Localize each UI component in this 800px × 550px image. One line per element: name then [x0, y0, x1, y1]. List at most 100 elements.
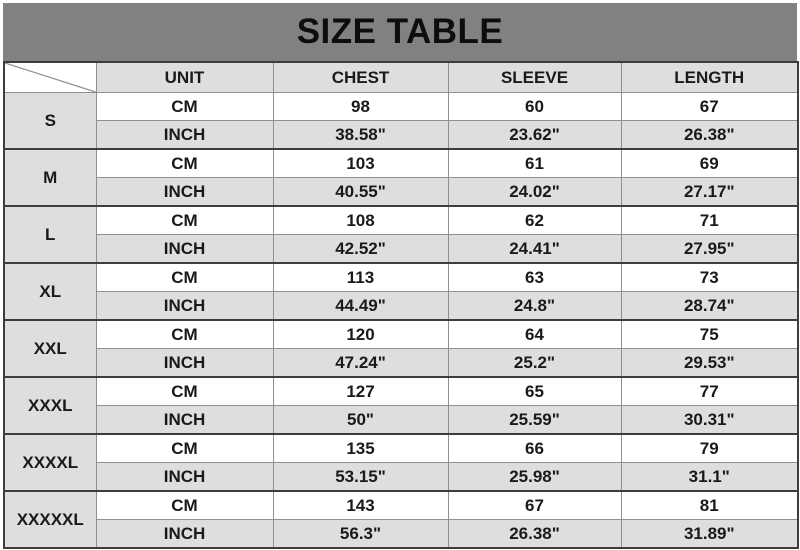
size-table-body: S CM 98 60 67 INCH 38.58" 23.62" 26.38" M CM 103 61 6… [3, 92, 799, 549]
chest-value: 50" [272, 405, 449, 435]
length-value: 28.74" [620, 291, 799, 321]
chest-value: 42.52" [272, 234, 449, 264]
unit-cell: CM [95, 319, 274, 349]
chest-value: 103 [272, 148, 449, 178]
unit-cell: CM [95, 376, 274, 406]
unit-cell: INCH [95, 462, 274, 492]
chest-value: 143 [272, 490, 449, 520]
table-row: L CM 108 62 71 [3, 205, 799, 264]
chest-value: 127 [272, 376, 449, 406]
size-label: XXXXXL [3, 490, 97, 549]
diagonal-line-icon [5, 63, 96, 92]
length-value: 26.38" [620, 120, 799, 150]
table-row: XXXXXL CM 143 67 81 [3, 490, 799, 549]
length-value: 27.17" [620, 177, 799, 207]
size-label: S [3, 92, 97, 150]
unit-cell: INCH [95, 177, 274, 207]
column-header-sleeve: SLEEVE [447, 61, 622, 93]
chest-value: 113 [272, 262, 449, 292]
column-header-length: LENGTH [620, 61, 799, 93]
sleeve-value: 64 [447, 319, 622, 349]
sleeve-value: 24.8" [447, 291, 622, 321]
title-bar: SIZE TABLE [3, 3, 797, 61]
length-value: 79 [620, 433, 799, 463]
sleeve-value: 63 [447, 262, 622, 292]
header-row: UNIT CHEST SLEEVE LENGTH [3, 61, 799, 93]
page-title: SIZE TABLE [296, 12, 504, 51]
table-row: INCH 50" 25.59" 30.31" [4, 405, 799, 435]
unit-cell: CM [95, 262, 274, 292]
sleeve-value: 66 [447, 433, 622, 463]
chest-value: 120 [272, 319, 449, 349]
chest-value: 108 [272, 205, 449, 235]
sleeve-value: 23.62" [447, 120, 622, 150]
chest-value: 56.3" [272, 519, 449, 549]
table-row: INCH 44.49" 24.8" 28.74" [4, 291, 799, 321]
length-value: 81 [620, 490, 799, 520]
size-table: UNIT CHEST SLEEVE LENGTH S CM 98 60 67 INCH 38… [3, 61, 799, 549]
length-value: 77 [620, 376, 799, 406]
length-value: 71 [620, 205, 799, 235]
unit-cell: CM [95, 433, 274, 463]
length-value: 69 [620, 148, 799, 178]
sleeve-value: 25.59" [447, 405, 622, 435]
column-header-chest: CHEST [272, 61, 449, 93]
sleeve-value: 24.02" [447, 177, 622, 207]
chest-value: 38.58" [272, 120, 449, 150]
unit-cell: INCH [95, 348, 274, 378]
table-row: INCH 42.52" 24.41" 27.95" [4, 234, 799, 264]
chest-value: 44.49" [272, 291, 449, 321]
table-row: XL CM 113 63 73 [3, 262, 799, 321]
chest-value: 135 [272, 433, 449, 463]
unit-cell: CM [95, 92, 274, 121]
length-value: 29.53" [620, 348, 799, 378]
sleeve-value: 61 [447, 148, 622, 178]
sleeve-value: 67 [447, 490, 622, 520]
table-row: S CM 98 60 67 [3, 92, 799, 150]
size-label: XXXL [3, 376, 97, 435]
length-value: 67 [620, 92, 799, 121]
unit-cell: INCH [95, 291, 274, 321]
chest-value: 98 [272, 92, 449, 121]
chest-value: 47.24" [272, 348, 449, 378]
length-value: 27.95" [620, 234, 799, 264]
sleeve-value: 26.38" [447, 519, 622, 549]
size-label: XXXXL [3, 433, 97, 492]
diagonal-header-cell [3, 61, 97, 93]
sleeve-value: 25.2" [447, 348, 622, 378]
chest-value: 40.55" [272, 177, 449, 207]
table-row: INCH 53.15" 25.98" 31.1" [4, 462, 799, 492]
size-label: L [3, 205, 97, 264]
length-value: 75 [620, 319, 799, 349]
column-header-unit: UNIT [95, 61, 274, 93]
size-label: XL [3, 262, 97, 321]
length-value: 73 [620, 262, 799, 292]
sleeve-value: 65 [447, 376, 622, 406]
length-value: 30.31" [620, 405, 799, 435]
size-label: M [3, 148, 97, 207]
table-row: XXXXL CM 135 66 79 [3, 433, 799, 492]
unit-cell: CM [95, 490, 274, 520]
table-row: INCH 40.55" 24.02" 27.17" [4, 177, 799, 207]
unit-cell: INCH [95, 120, 274, 150]
unit-cell: CM [95, 148, 274, 178]
unit-cell: INCH [95, 234, 274, 264]
table-row: INCH 38.58" 23.62" 26.38" [4, 120, 799, 150]
unit-cell: CM [95, 205, 274, 235]
table-row: XXL CM 120 64 75 [3, 319, 799, 378]
table-row: XXXL CM 127 65 77 [3, 376, 799, 435]
sleeve-value: 24.41" [447, 234, 622, 264]
table-row: INCH 47.24" 25.2" 29.53" [4, 348, 799, 378]
chest-value: 53.15" [272, 462, 449, 492]
length-value: 31.1" [620, 462, 799, 492]
sleeve-value: 62 [447, 205, 622, 235]
sleeve-value: 25.98" [447, 462, 622, 492]
size-label: XXL [3, 319, 97, 378]
size-chart: SIZE TABLE UNIT CHEST SLEEVE LENGTH [3, 3, 799, 549]
unit-cell: INCH [95, 405, 274, 435]
length-value: 31.89" [620, 519, 799, 549]
table-row: INCH 56.3" 26.38" 31.89" [4, 519, 799, 549]
table-row: M CM 103 61 69 [3, 148, 799, 207]
unit-cell: INCH [95, 519, 274, 549]
sleeve-value: 60 [447, 92, 622, 121]
